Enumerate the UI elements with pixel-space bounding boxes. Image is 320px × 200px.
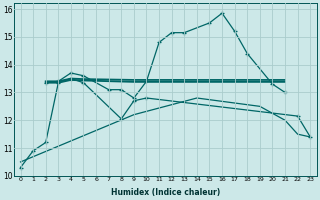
X-axis label: Humidex (Indice chaleur): Humidex (Indice chaleur) (111, 188, 220, 197)
